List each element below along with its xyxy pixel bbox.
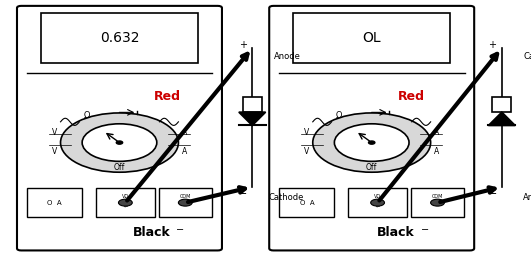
FancyBboxPatch shape (269, 6, 474, 250)
Text: COM: COM (179, 194, 191, 199)
Text: Red: Red (398, 90, 425, 103)
Polygon shape (239, 112, 266, 125)
Bar (41, 13, 198, 63)
Circle shape (369, 141, 375, 144)
Text: Anode: Anode (523, 193, 531, 202)
Text: Red: Red (154, 90, 181, 103)
Text: A: A (182, 147, 187, 156)
Text: Ω: Ω (336, 111, 342, 120)
Text: V: V (52, 147, 57, 156)
Text: −: − (421, 225, 429, 235)
Text: A: A (182, 128, 187, 137)
Circle shape (178, 199, 192, 206)
Text: Off: Off (366, 163, 378, 172)
Text: O  A: O A (299, 200, 314, 206)
Text: −: − (487, 189, 497, 199)
Text: Black: Black (376, 226, 415, 239)
Bar (243, 97, 262, 112)
Text: Ω: Ω (84, 111, 90, 120)
Text: O  A: O A (47, 200, 62, 206)
Text: ←: ← (123, 205, 127, 210)
Circle shape (116, 141, 123, 144)
Circle shape (61, 113, 178, 172)
Circle shape (335, 124, 409, 161)
Text: COM: COM (432, 194, 443, 199)
Bar (279, 188, 335, 217)
Text: V: V (304, 128, 310, 137)
Text: +: + (488, 40, 496, 50)
Text: 0.632: 0.632 (100, 31, 139, 45)
FancyBboxPatch shape (17, 6, 222, 250)
Bar (27, 188, 82, 217)
Text: Cathode: Cathode (268, 193, 304, 202)
Text: ←: ← (375, 205, 380, 210)
Text: A: A (434, 147, 439, 156)
Text: VΩ: VΩ (374, 194, 381, 199)
Circle shape (371, 199, 384, 206)
Text: Off: Off (114, 163, 125, 172)
Bar (348, 188, 407, 217)
Text: Cathode: Cathode (523, 52, 531, 61)
Bar (159, 188, 212, 217)
Text: Anode: Anode (273, 52, 301, 61)
Bar (293, 13, 450, 63)
Bar (96, 188, 155, 217)
Circle shape (118, 199, 132, 206)
Circle shape (82, 124, 157, 161)
Text: OL: OL (362, 31, 381, 45)
Text: +: + (238, 40, 247, 50)
Polygon shape (489, 112, 515, 125)
Text: −: − (176, 225, 185, 235)
Text: V: V (52, 128, 57, 137)
Circle shape (313, 113, 431, 172)
Bar (411, 188, 464, 217)
Text: V: V (304, 147, 310, 156)
Text: A: A (434, 128, 439, 137)
Circle shape (431, 199, 444, 206)
Text: −: − (238, 189, 247, 199)
Bar (492, 97, 511, 112)
Text: Black: Black (132, 226, 170, 239)
Text: VΩ: VΩ (122, 194, 129, 199)
